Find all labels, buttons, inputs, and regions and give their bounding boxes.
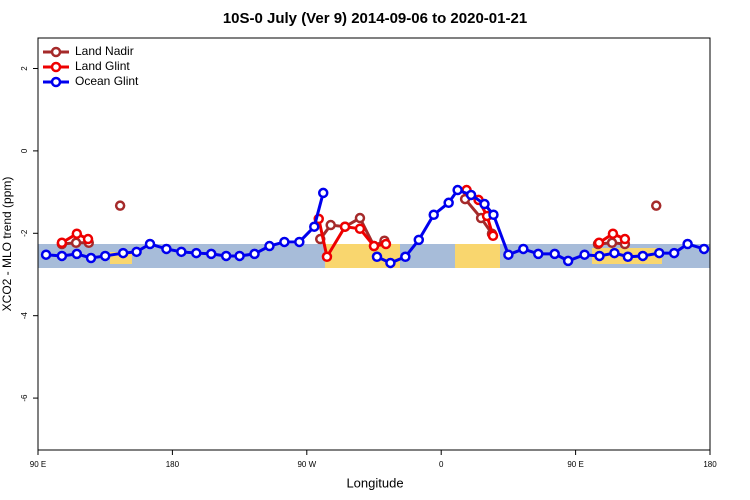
point [518,243,529,255]
point [371,251,383,263]
x-tick-label: 0 [439,460,444,469]
point [380,238,392,250]
legend-marker [50,61,62,73]
point [321,251,333,263]
point [487,230,499,242]
point [99,250,111,262]
point [428,209,439,220]
point [650,200,662,211]
point [609,247,620,259]
point [354,223,366,235]
point [70,237,82,249]
point [400,251,411,263]
point [594,250,605,262]
point [205,248,217,260]
point [40,249,52,260]
point [234,250,245,262]
point [452,184,463,196]
point [317,187,329,199]
y-tick-label: -6 [20,394,29,402]
point [549,248,560,260]
point [56,250,68,262]
point [144,238,156,250]
point [85,252,97,264]
point [354,212,366,224]
point [368,240,380,252]
point [619,233,631,245]
point [279,236,290,248]
point [682,238,693,250]
point [443,197,454,209]
point [622,251,634,263]
point [503,249,514,260]
x-tick-label: 180 [703,460,717,469]
point [176,246,187,258]
point [294,236,305,248]
y-axis-label: XCO2 - MLO trend (ppm) [0,177,14,312]
point [117,247,129,259]
point [325,219,336,231]
y-tick-label: 0 [20,148,29,153]
x-tick-label: 90 E [30,460,46,469]
point [161,243,172,255]
point [131,246,142,258]
point [606,237,618,249]
x-tick-label: 90 W [297,460,316,469]
point [56,237,68,249]
point [533,248,544,260]
x-tick-label: 180 [166,460,180,469]
point [191,247,202,259]
legend-marker [50,46,62,58]
point [249,248,260,260]
point [479,198,490,210]
point [82,233,94,245]
point [465,189,477,201]
point [698,243,710,255]
point [385,257,396,269]
point [413,234,425,246]
x-tick-label: 90 E [567,460,583,469]
point [653,247,665,259]
plot-frame [37,37,711,451]
point [220,250,232,262]
chart-title: 10S-0 July (Ver 9) 2014-09-06 to 2020-01… [223,10,527,27]
legend-label: Ocean Glint [75,74,139,88]
point [264,240,275,252]
y-tick-label: 2 [20,66,29,71]
point [668,247,680,259]
legend-label: Land Glint [75,59,130,73]
legend-marker [50,76,62,88]
point [607,228,619,239]
point [562,255,574,267]
point [637,250,649,262]
point [339,221,351,232]
point [488,209,499,220]
point [309,221,320,232]
legend-label: Land Nadir [75,44,134,58]
point [71,248,83,260]
point [593,237,605,249]
y-tick-label: -4 [20,312,29,320]
point [71,228,83,239]
point [579,249,590,260]
point [114,200,126,211]
y-tick-label: -2 [20,229,29,237]
x-axis-label: Longitude [346,475,403,490]
